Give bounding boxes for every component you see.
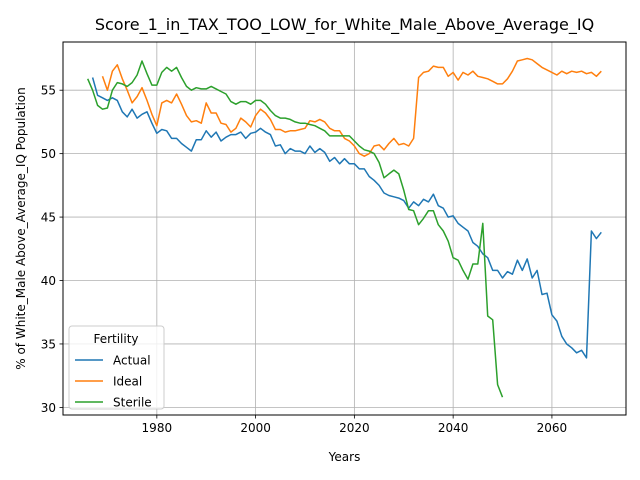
x-tick-label: 2000 xyxy=(240,421,271,435)
chart-title: Score_1_in_TAX_TOO_LOW_for_White_Male_Ab… xyxy=(95,15,594,35)
x-axis-ticks: 1980 2000 2020 2040 2060 xyxy=(142,415,568,435)
y-tick-label: 40 xyxy=(41,274,56,288)
legend-title: Fertility xyxy=(93,332,138,346)
x-axis-label: Years xyxy=(328,450,361,464)
plot-area-frame xyxy=(62,41,627,416)
legend-entries: Actual Ideal Sterile xyxy=(75,354,152,410)
x-tick-label: 2040 xyxy=(438,421,469,435)
x-tick-label: 2060 xyxy=(537,421,568,435)
y-axis-label: % of White_Male Above_Average_IQ Populat… xyxy=(14,87,28,370)
y-tick-label: 30 xyxy=(41,401,56,415)
legend-label-sterile: Sterile xyxy=(113,396,152,410)
legend-label-ideal: Ideal xyxy=(113,375,142,389)
x-tick-label: 2020 xyxy=(339,421,370,435)
legend: Fertility Actual Ideal Sterile xyxy=(68,325,165,410)
x-tick-label: 1980 xyxy=(142,421,173,435)
y-tick-label: 45 xyxy=(41,211,56,225)
y-tick-label: 55 xyxy=(41,84,56,98)
legend-label-actual: Actual xyxy=(113,354,151,368)
y-axis-ticks: 30 35 40 45 50 55 xyxy=(41,84,63,415)
series-line-actual xyxy=(91,77,602,359)
series-line-ideal xyxy=(101,57,602,157)
series-line-sterile xyxy=(87,60,504,398)
series-lines xyxy=(87,57,602,398)
y-tick-label: 50 xyxy=(41,147,56,161)
y-tick-label: 35 xyxy=(41,337,56,351)
legend-box xyxy=(68,325,165,410)
